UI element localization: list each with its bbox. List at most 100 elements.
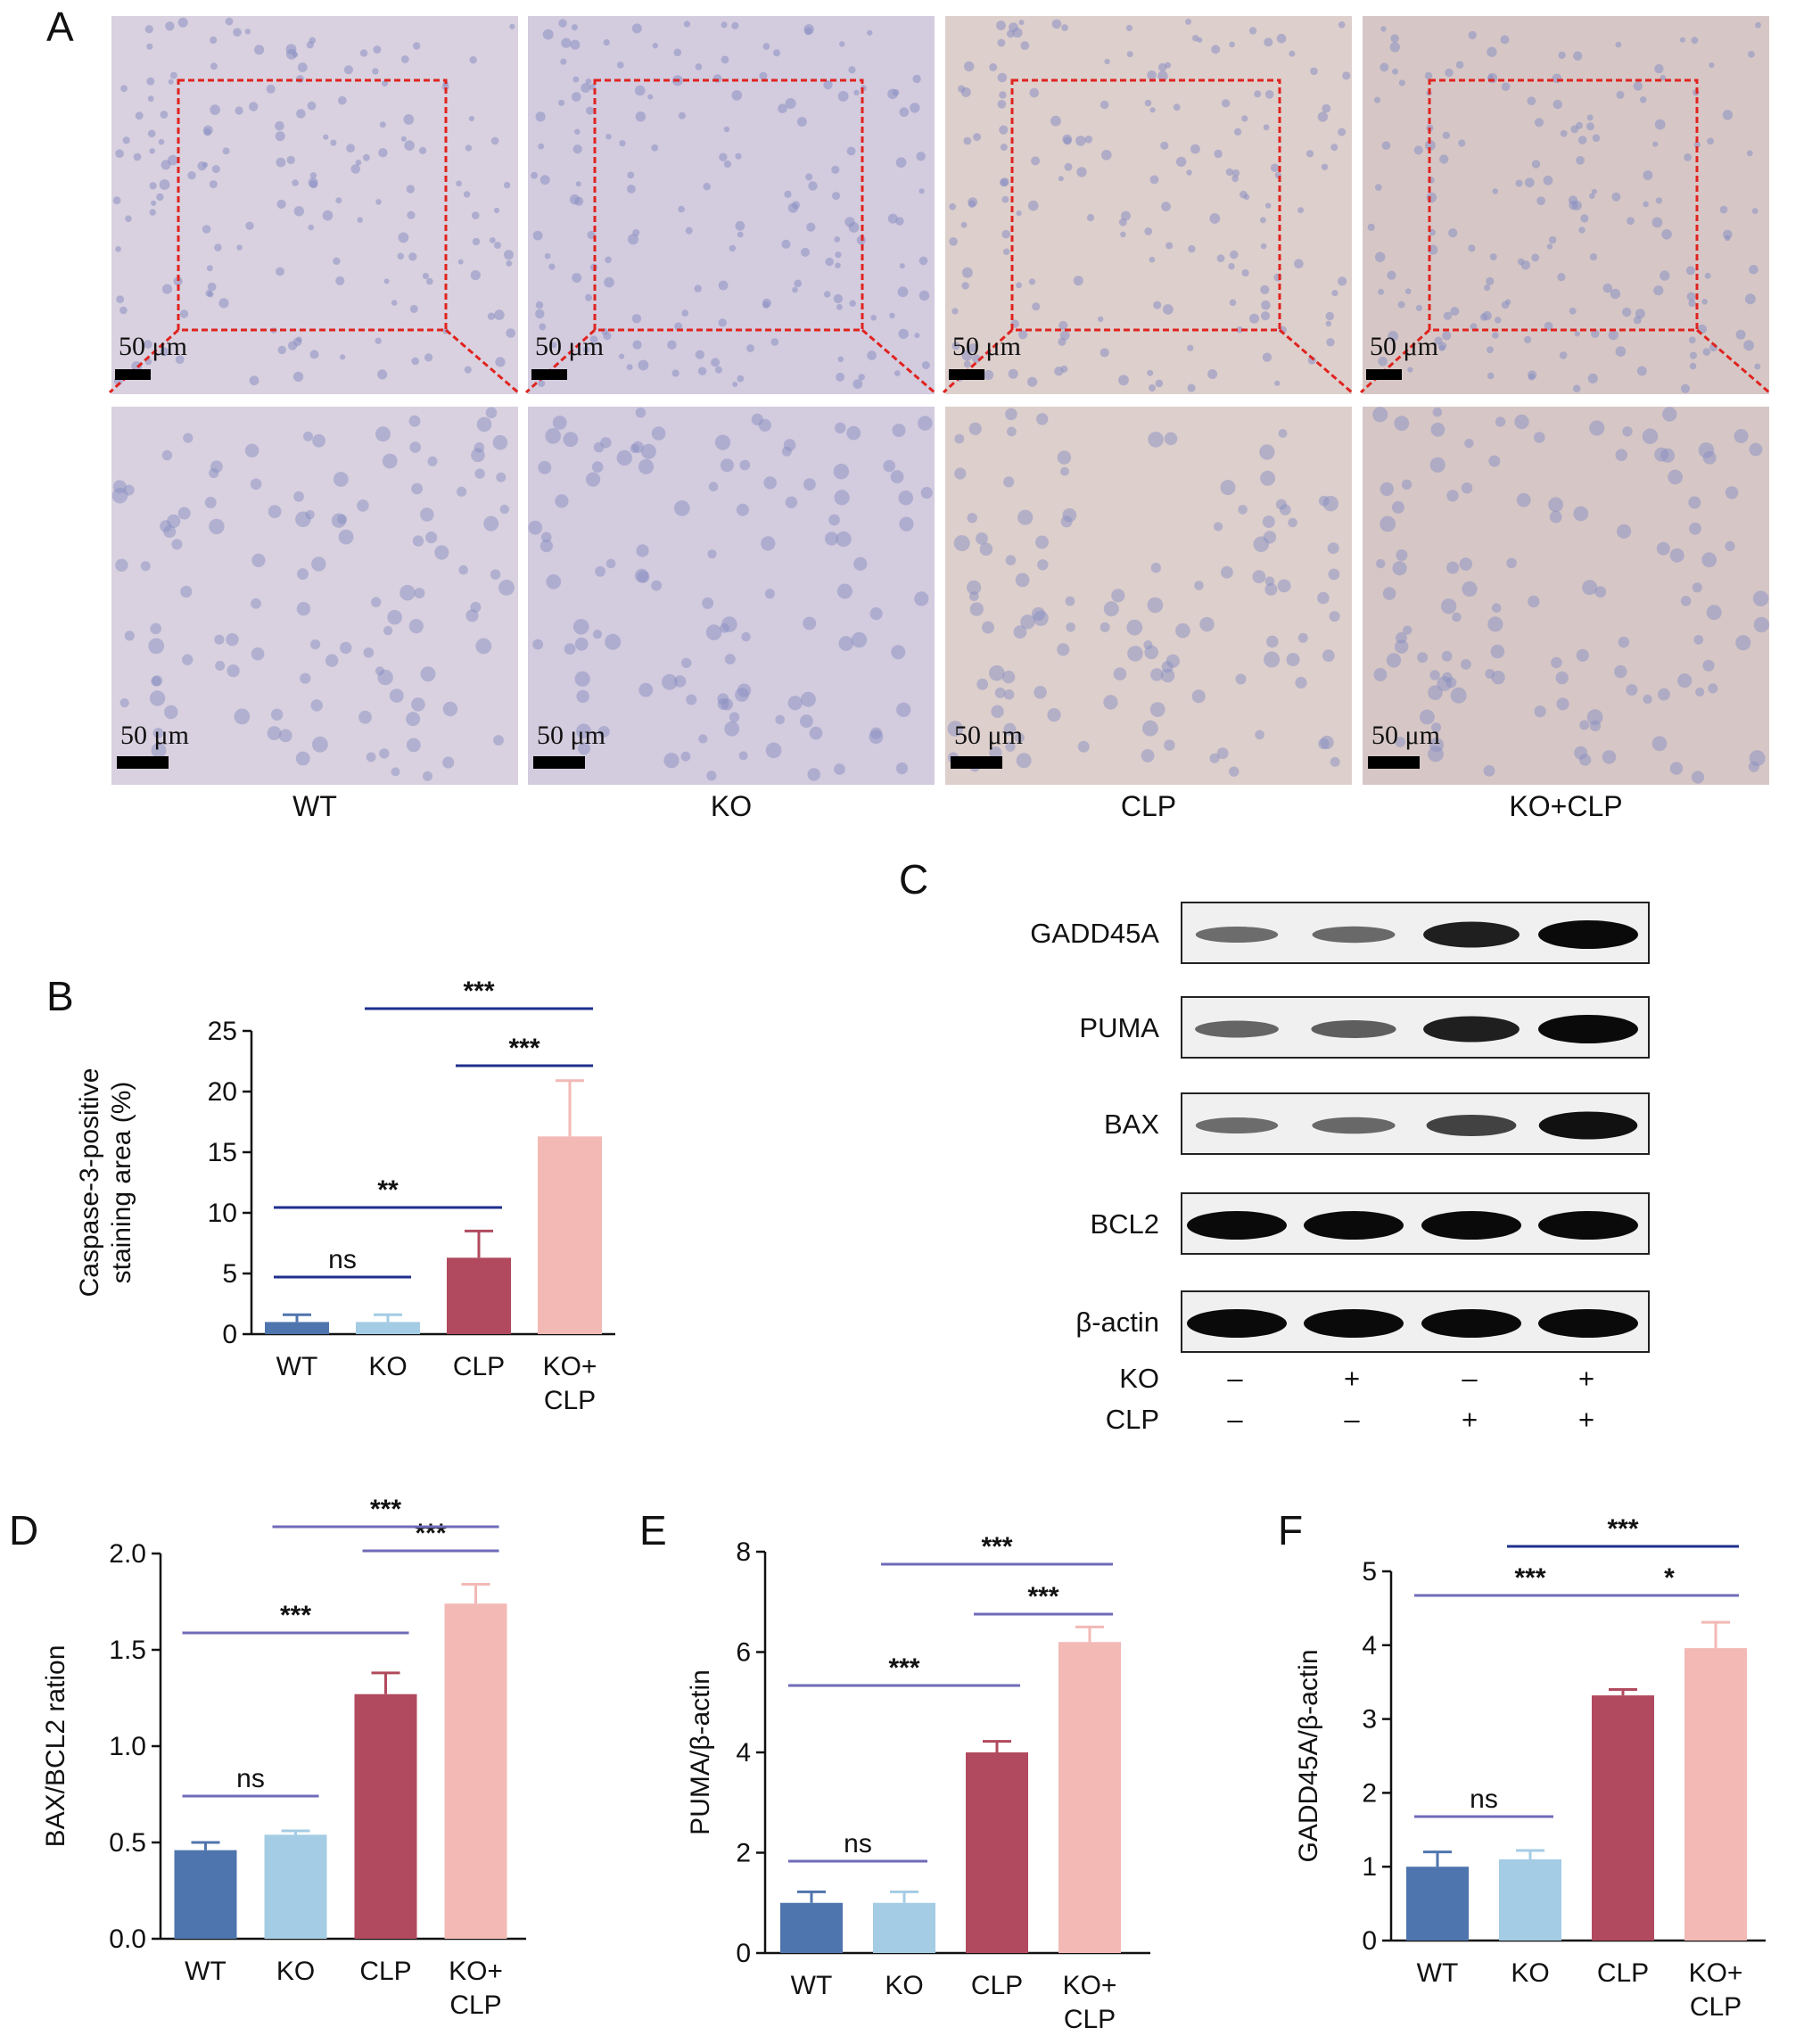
nucleus <box>1543 175 1553 185</box>
nucleus <box>1261 300 1271 310</box>
nucleus <box>1704 272 1711 279</box>
nucleus <box>1173 103 1181 111</box>
bar <box>264 1834 327 1939</box>
nucleus <box>707 549 717 559</box>
blot-row-label: BAX <box>1104 1109 1159 1140</box>
nucleus <box>721 21 728 29</box>
nucleus <box>1735 635 1751 651</box>
nucleus <box>718 280 729 291</box>
nucleus <box>1015 573 1030 588</box>
y-tick-label: 1 <box>1362 1852 1377 1882</box>
nucleus <box>949 237 958 246</box>
nucleus <box>309 350 319 359</box>
nucleus <box>492 434 508 450</box>
nucleus <box>296 602 311 616</box>
nucleus <box>1491 671 1505 685</box>
nucleus <box>532 639 544 650</box>
nucleus <box>1555 671 1569 685</box>
blot-band <box>1421 1211 1521 1240</box>
nucleus <box>1392 68 1398 75</box>
nucleus <box>787 202 799 213</box>
nucleus <box>1549 235 1557 244</box>
bar <box>174 1850 237 1939</box>
nucleus <box>1394 416 1410 432</box>
nucleus <box>422 272 429 280</box>
nucleus <box>954 433 965 444</box>
nucleus <box>803 616 817 631</box>
nucleus <box>1450 687 1467 704</box>
nucleus <box>781 239 791 249</box>
nucleus <box>1264 37 1273 47</box>
nucleus <box>424 353 433 362</box>
nucleus <box>1749 442 1763 457</box>
nucleus <box>1270 163 1280 172</box>
nucleus <box>211 165 220 174</box>
condition-sign: – <box>1462 1363 1478 1394</box>
nucleus <box>1165 242 1174 250</box>
nucleus <box>1262 352 1273 362</box>
nucleus <box>442 701 458 717</box>
scale-bar-label: 50 μm <box>120 721 189 750</box>
nucleus <box>1277 579 1291 593</box>
blot-band <box>1195 1117 1279 1133</box>
nucleus <box>1691 37 1699 45</box>
nucleus <box>894 370 901 376</box>
nucleus <box>764 589 775 599</box>
nucleus <box>277 345 286 355</box>
nucleus <box>785 98 796 109</box>
nucleus <box>1558 51 1566 60</box>
nucleus <box>636 544 649 557</box>
nucleus <box>1144 645 1158 660</box>
nucleus <box>160 111 169 119</box>
nucleus <box>852 379 863 389</box>
nucleus <box>635 408 647 418</box>
nucleus <box>251 553 266 568</box>
nucleus <box>296 109 306 119</box>
nucleus <box>591 461 604 473</box>
nucleus <box>1536 196 1545 206</box>
nucleus <box>1266 635 1279 648</box>
nucleus <box>297 568 309 581</box>
nucleus <box>483 515 499 532</box>
nucleus <box>1748 761 1759 772</box>
nucleus <box>1305 150 1314 158</box>
nucleus <box>1579 720 1590 730</box>
nucleus <box>954 467 967 480</box>
x-tick-label: CLP <box>359 1957 411 1986</box>
scale-bar-label: 50 μm <box>537 721 605 750</box>
nucleus <box>574 637 589 651</box>
y-axis-label: PUMA/β-actin <box>686 1669 715 1835</box>
nucleus <box>1495 416 1506 427</box>
nucleus <box>458 565 468 575</box>
nucleus <box>133 152 142 161</box>
nucleus <box>1695 687 1705 697</box>
nucleus <box>723 126 730 133</box>
nucleus <box>1221 565 1233 579</box>
nucleus <box>1426 192 1437 203</box>
nucleus <box>1654 447 1669 462</box>
nucleus <box>338 95 347 105</box>
nucleus <box>1325 311 1335 321</box>
nucleus <box>215 661 226 671</box>
nucleus <box>1431 722 1441 733</box>
nucleus <box>1020 614 1035 630</box>
nucleus <box>651 580 662 591</box>
nucleus <box>1534 432 1545 443</box>
nucleus <box>495 357 506 367</box>
nucleus <box>249 102 259 111</box>
nucleus <box>685 227 693 235</box>
condition-label: KO <box>1119 1363 1159 1394</box>
nucleus <box>1489 253 1497 261</box>
nucleus <box>1238 505 1248 515</box>
nucleus <box>413 42 421 50</box>
nucleus <box>225 17 234 26</box>
nucleus <box>546 574 562 589</box>
significance-label: *** <box>1514 1563 1545 1593</box>
nucleus <box>1413 145 1423 155</box>
nucleus <box>1338 128 1347 136</box>
nucleus <box>226 633 239 647</box>
nucleus <box>535 301 544 309</box>
nucleus <box>576 689 589 704</box>
nucleus <box>1216 747 1229 760</box>
nucleus <box>346 144 355 153</box>
